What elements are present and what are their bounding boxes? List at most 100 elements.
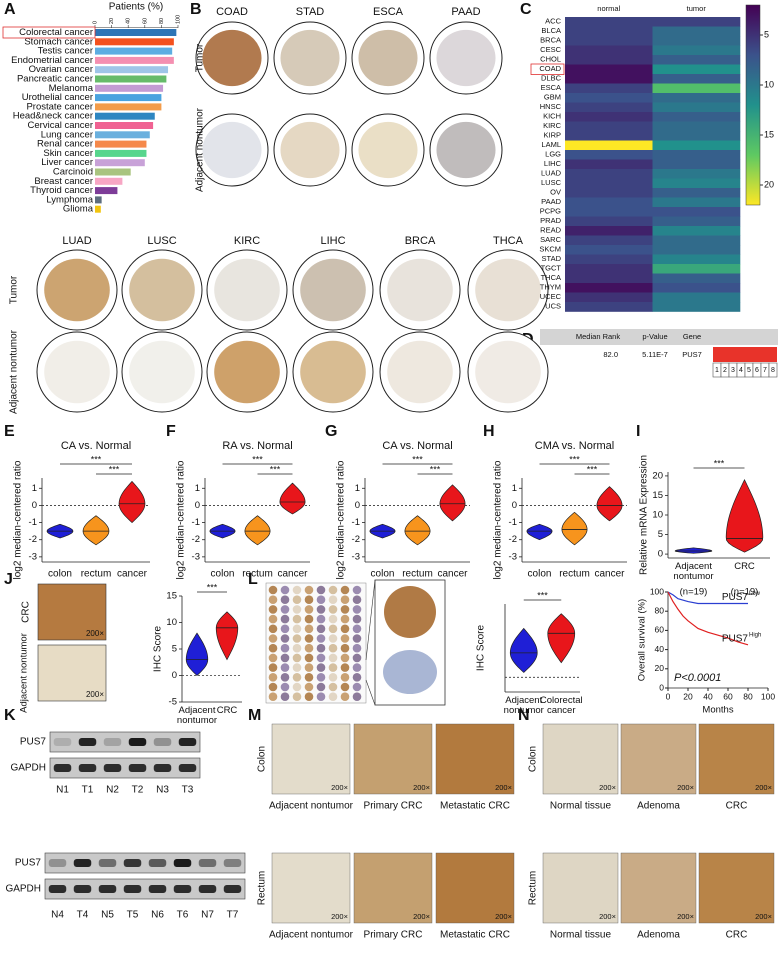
category-label: cancer <box>437 569 468 580</box>
panel-label: B <box>190 1 202 18</box>
tma-core <box>316 624 326 634</box>
heat-cell <box>652 273 741 284</box>
heat-cell <box>652 159 741 170</box>
tma-core <box>340 692 350 701</box>
category-note: (n=19) <box>731 587 759 598</box>
tma-core <box>292 692 302 701</box>
column-label: tumor <box>687 4 707 13</box>
blot-strip <box>49 757 201 779</box>
y-axis-title: log2 median-centered ratio <box>493 460 504 579</box>
tma-core <box>328 585 338 595</box>
y-tick-label: 1 <box>355 483 360 494</box>
category-label: rectum <box>559 569 590 580</box>
tma-core <box>352 673 362 682</box>
row-label: Colon <box>257 746 268 772</box>
heat-cell <box>652 254 741 265</box>
tma-core <box>268 624 278 634</box>
tma-core <box>280 643 290 653</box>
tissue-sample <box>280 29 340 87</box>
tma-core <box>268 643 278 653</box>
significance-label: *** <box>412 454 423 464</box>
y-tick-label: 5 <box>172 644 177 655</box>
blot-band <box>78 764 97 772</box>
row-label: LGG <box>545 150 561 159</box>
tma-core <box>268 614 278 624</box>
y-tick-label: -1 <box>192 517 200 528</box>
heat-cell <box>565 302 653 312</box>
rank-label: 2 <box>723 367 727 374</box>
row-label: Tumor <box>195 43 206 72</box>
bar <box>95 131 150 139</box>
heat-cell <box>652 83 741 94</box>
colorbar-tick-label: 20 <box>764 179 774 189</box>
tissue-sample <box>300 258 366 322</box>
heat-cell <box>652 226 741 236</box>
y-axis-title: Relative mRNA Expression <box>639 455 650 575</box>
y-axis-title: Overall survival (%) <box>637 599 648 681</box>
row-label: UCS <box>545 302 561 311</box>
heat-cell <box>565 178 653 189</box>
bar <box>95 205 101 213</box>
ihc-image <box>271 723 351 795</box>
heat-cell <box>652 64 741 75</box>
significance-label: *** <box>587 464 598 474</box>
x-tick-label: 100 <box>761 691 775 701</box>
blot-band <box>98 859 117 867</box>
category-label: Colorectal cancer <box>539 696 583 717</box>
heat-cell <box>652 45 741 56</box>
blot-strip <box>44 852 246 874</box>
tissue-sample <box>475 258 541 322</box>
y-tick-label: 15 <box>166 591 177 602</box>
x-axis-title: Months <box>702 705 733 716</box>
tma-core <box>340 682 350 692</box>
row-label: LIHC <box>544 159 562 168</box>
heat-cell <box>652 302 741 312</box>
highlight-box <box>530 63 565 75</box>
tissue-sample <box>358 29 418 87</box>
tma-core <box>316 692 326 701</box>
violin <box>547 613 576 664</box>
violin <box>118 480 146 524</box>
row-label: PAAD <box>541 197 561 206</box>
bar <box>95 112 155 120</box>
y-tick-label: -2 <box>509 534 517 545</box>
tma-core <box>352 585 362 595</box>
y-tick-label: -5 <box>169 697 177 708</box>
y-tick-label: 40 <box>655 644 665 654</box>
tma-core <box>340 663 350 672</box>
ihc-image <box>353 723 433 795</box>
legend-label-sup: High <box>749 632 761 638</box>
row-label: SARC <box>540 235 561 244</box>
category-label: Adjacent nontumor <box>503 696 544 717</box>
heat-cell <box>565 226 653 236</box>
colorbar-tick-label: 15 <box>764 129 774 139</box>
category-label: Colorectal cancer <box>19 27 93 38</box>
row-label: BLCA <box>541 26 561 35</box>
blot-band <box>73 885 92 893</box>
heat-cell <box>565 140 653 151</box>
blot-band <box>173 885 192 893</box>
legend-label: PUS7 <box>722 633 749 644</box>
heat-cell <box>565 55 653 65</box>
tma-core <box>280 634 290 643</box>
tma-core <box>304 692 314 701</box>
heat-cell <box>652 283 741 293</box>
bar <box>95 177 123 185</box>
tma-core <box>292 682 302 692</box>
colorbar-tick-label: 5 <box>764 29 769 39</box>
bar <box>95 159 145 167</box>
row-label: CRC <box>21 601 32 623</box>
category-label: colon <box>211 569 235 580</box>
label-box: Colorectal cancer <box>539 696 583 717</box>
tissue-sample <box>387 258 453 322</box>
x-tick-label: 60 <box>723 691 733 701</box>
blot-band <box>103 764 122 772</box>
heat-cell <box>652 36 741 46</box>
zoom-line <box>365 679 376 706</box>
tma-core <box>316 605 326 614</box>
heat-cell <box>565 36 653 46</box>
column-label: Adenoma <box>637 930 680 941</box>
column-label: KIRC <box>234 235 260 247</box>
